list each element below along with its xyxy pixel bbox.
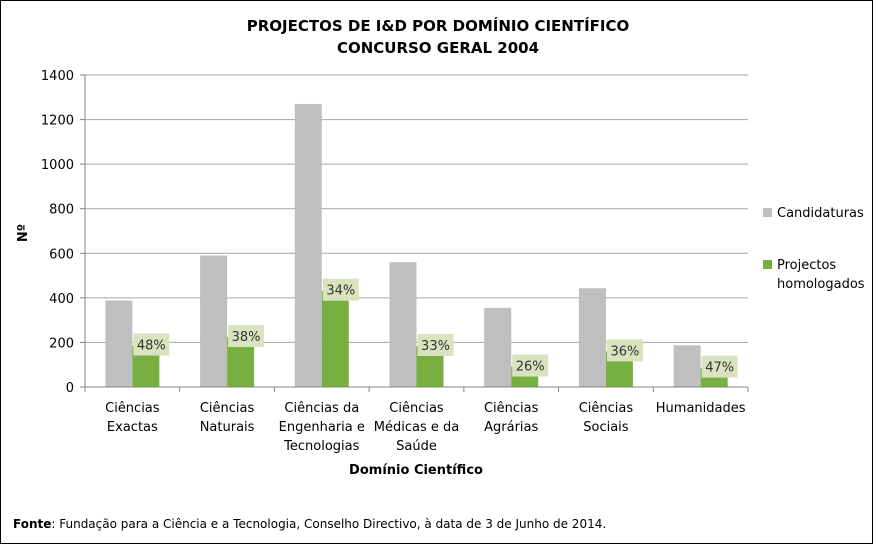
legend-label-candidaturas: Candidaturas	[777, 206, 864, 221]
bar-candidaturas	[105, 300, 133, 387]
category-label: Ciências	[105, 401, 160, 416]
x-axis	[84, 75, 749, 392]
category-labels: Ciências Exactas Ciências Naturais Ciências …	[105, 401, 746, 454]
data-label: 47%	[705, 361, 734, 376]
data-label: 36%	[610, 344, 639, 359]
category-label: Saúde	[396, 439, 437, 454]
category-label: Sociais	[583, 420, 629, 435]
y-tick-label: 400	[49, 292, 74, 307]
data-label-box	[701, 355, 738, 378]
source-note: Fonte: Fundação para a Ciência e a Tecno…	[13, 517, 606, 531]
data-label-box	[228, 325, 265, 348]
legend-label-projectos-homologados-line-1: Projectos	[777, 258, 836, 273]
category-label: Engenharia e	[279, 420, 365, 435]
legend: Candidaturas Projectos homologados	[763, 206, 865, 292]
bar-candidaturas	[484, 307, 512, 387]
legend-label-projectos-homologados-line-2: homologados	[777, 277, 865, 292]
bar-candidaturas	[578, 288, 606, 387]
legend-swatch-candidaturas	[763, 208, 772, 217]
category-label: Ciências	[579, 401, 634, 416]
y-axis-title: Nº	[16, 224, 31, 242]
bar-candidaturas	[294, 103, 322, 387]
category-label: Ciências da	[284, 401, 359, 416]
y-tick-label: 1200	[41, 114, 74, 129]
data-label: 26%	[516, 359, 545, 374]
bar-candidaturas	[389, 262, 417, 387]
category-label: Médicas e da	[374, 420, 459, 435]
category-label: Agrárias	[484, 420, 538, 435]
data-label-box	[133, 333, 170, 356]
y-tick-label: 200	[49, 336, 74, 351]
y-tick-label: 1400	[41, 69, 74, 84]
chart-title-line-2: CONCURSO GERAL 2004	[337, 39, 539, 57]
data-label-box	[606, 339, 643, 362]
y-tick-label: 600	[49, 247, 74, 262]
y-tick-label: 0	[66, 381, 74, 396]
data-label: 38%	[232, 330, 261, 345]
source-note-text: : Fundação para a Ciência e a Tecnologia…	[51, 517, 606, 531]
category-label: Tecnologias	[283, 439, 359, 454]
source-note-label: Fonte	[13, 517, 51, 531]
x-axis-title: Domínio Científico	[349, 463, 483, 478]
gridlines	[85, 74, 748, 343]
data-label-box	[322, 278, 359, 301]
data-label: 34%	[326, 284, 355, 299]
data-label: 33%	[421, 339, 450, 354]
data-label: 48%	[137, 339, 166, 354]
bars	[105, 103, 728, 387]
category-label: Ciências	[200, 401, 255, 416]
data-label-box	[417, 333, 454, 356]
category-label: Ciências	[484, 401, 539, 416]
data-labels: 48% 38% 34% 33% 26% 36% 47%	[133, 278, 738, 378]
category-label: Humanidades	[656, 401, 746, 416]
category-label: Exactas	[107, 420, 158, 435]
bar-projectos-homologados	[321, 290, 349, 387]
y-tick-label: 1000	[41, 158, 74, 173]
y-axis-ticks: 0 200 400 600 800 1000 1200 1400	[41, 69, 85, 396]
bar-candidaturas	[673, 345, 701, 387]
data-label-box	[512, 354, 549, 377]
chart-title-line-1: PROJECTOS DE I&D POR DOMÍNIO CIENTÍFICO	[247, 16, 630, 35]
category-label: Naturais	[200, 420, 255, 435]
category-label: Ciências	[389, 401, 444, 416]
legend-swatch-projectos-homologados	[763, 260, 772, 269]
bar-candidaturas	[200, 255, 228, 387]
y-tick-label: 800	[49, 203, 74, 218]
